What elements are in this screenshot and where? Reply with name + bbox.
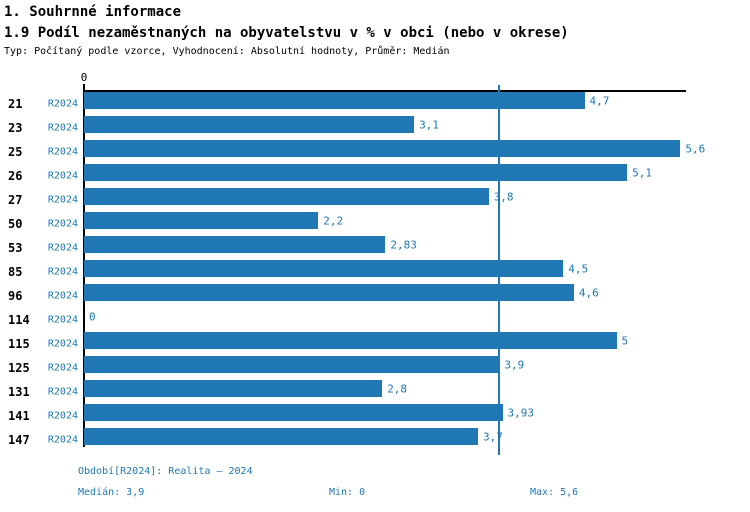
chart-title: 1.9 Podíl nezaměstnaných na obyvatelstvu… [4,25,569,41]
bar-value-label: 5 [621,334,629,347]
bar-value-label: 4,7 [589,94,610,107]
row-series-label: R2024 [47,98,78,110]
row-category-label: 131 [8,385,30,399]
bar-value-label: 4,6 [578,286,599,299]
row-category-label: 147 [8,433,30,447]
axis-top-line [83,90,686,92]
bar-value-label: 3,93 [507,406,535,419]
footer-period-label: Období[R2024]: Realita – 2024 [78,466,253,477]
row-series-label: R2024 [47,266,78,278]
chart-row: 125 R2024 3,9 [0,356,750,380]
row-category-label: 115 [8,337,30,351]
chart-row: 27 R2024 3,8 [0,188,750,212]
row-series-label: R2024 [47,170,78,182]
row-series-label: R2024 [47,410,78,422]
bar-value-label: 3,7 [483,430,503,443]
bar-value-label: 5,6 [685,142,706,155]
chart-row: 96 R2024 4,6 [0,284,750,308]
row-category-label: 125 [8,361,30,375]
footer-min-label: Min: 0 [329,487,366,498]
bar [84,380,383,397]
bar [84,164,628,181]
bar-value-label: 2,8 [387,382,408,395]
bar-value-label: 3,9 [504,358,525,371]
row-category-label: 96 [8,289,23,303]
bar-value-label: 4,5 [568,262,589,275]
bar-value-label: 3,8 [493,190,514,203]
row-category-label: 23 [8,121,23,135]
chart-meta-line: Typ: Počítaný podle vzorce, Vyhodnocení:… [4,46,450,57]
chart-row: 26 R2024 5,1 [0,164,750,188]
row-series-label: R2024 [47,314,78,326]
bar-value-label: 2,2 [323,214,344,227]
row-category-label: 141 [8,409,30,423]
row-series-label: R2024 [47,242,78,254]
row-series-label: R2024 [47,146,78,158]
row-category-label: 85 [8,265,23,279]
bar-value-label: 2,83 [390,238,417,251]
bar [84,284,574,301]
row-series-label: R2024 [47,290,78,302]
row-category-label: 21 [8,97,23,111]
chart-rows: 21 R2024 4,7 23 R2024 3,1 25 R2024 5,6 2… [0,92,750,452]
row-category-label: 114 [8,313,30,327]
row-series-label: R2024 [47,122,78,134]
chart-row: 147 R2024 3,7 [0,428,750,452]
chart-row: 115 R2024 5 [0,332,750,356]
chart-row: 114 R2024 0 [0,308,750,332]
row-category-label: 50 [8,217,23,231]
bar [84,212,319,229]
row-category-label: 25 [8,145,23,159]
row-series-label: R2024 [47,218,78,230]
row-series-label: R2024 [47,194,78,206]
bar-value-label: 3,1 [419,118,440,131]
row-series-label: R2024 [47,338,78,350]
chart-row: 21 R2024 4,7 [0,92,750,116]
bar [84,428,479,445]
chart-row: 50 R2024 2,2 [0,212,750,236]
report-section-title: 1. Souhrnné informace [4,4,182,20]
bar [84,236,386,253]
bar-value-label: 0 [89,310,96,323]
bar [84,356,500,373]
row-series-label: R2024 [47,362,78,374]
bar-value-label: 5,1 [632,166,653,179]
bar [84,140,681,157]
chart-row: 25 R2024 5,6 [0,140,750,164]
row-series-label: R2024 [47,386,78,398]
chart-row: 53 R2024 2,83 [0,236,750,260]
row-category-label: 53 [8,241,23,255]
row-series-label: R2024 [47,434,78,446]
bar [84,332,617,349]
bar [84,116,415,133]
footer-median-label: Medián: 3,9 [78,487,145,498]
chart-row: 131 R2024 2,8 [0,380,750,404]
bar [84,188,489,205]
row-category-label: 27 [8,193,23,207]
chart-row: 23 R2024 3,1 [0,116,750,140]
bar [84,404,503,421]
axis-zero-tick-label: 0 [80,71,88,84]
row-category-label: 26 [8,169,23,183]
chart-row: 141 R2024 3,93 [0,404,750,428]
footer-max-label: Max: 5,6 [530,487,579,498]
bar [84,260,564,277]
chart-row: 85 R2024 4,5 [0,260,750,284]
bar [84,92,585,109]
